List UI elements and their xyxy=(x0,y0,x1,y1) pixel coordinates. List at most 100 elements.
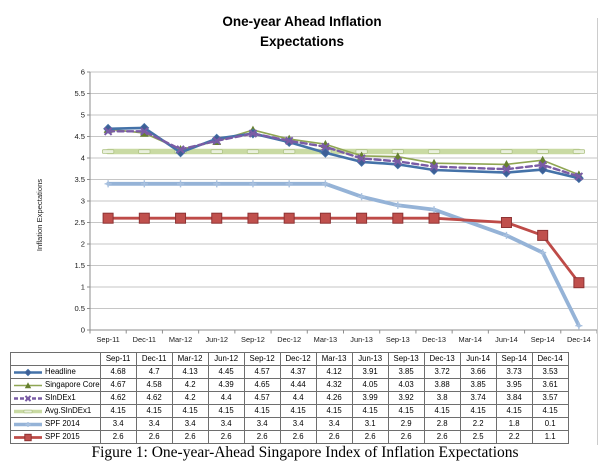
table-header-cell: Dec-12 xyxy=(279,352,317,366)
table-value-cell: 4.67 xyxy=(99,378,137,393)
table-value-cell: 2.6 xyxy=(135,430,173,445)
chart-data-table: Sep-11 Dec-11 Mar-12 Jun-12 Sep-12 Dec-12 Mar-… xyxy=(10,352,569,445)
table-value-cell: 2.6 xyxy=(99,430,137,445)
table-row: SInDEx1 4.62 4.62 4.2 4.4 4.57 4.4 4.26 3.99 3.92… xyxy=(10,391,569,406)
x-axis-tick-label: Sep-14 xyxy=(531,335,555,344)
table-value-cell: 0.1 xyxy=(531,417,569,432)
plus-marker-icon xyxy=(502,231,510,239)
x-marker-icon xyxy=(393,157,403,166)
table-value-cell: 4.03 xyxy=(387,378,425,393)
table-value-cell: 3.4 xyxy=(207,417,245,432)
square-marker-icon xyxy=(356,212,368,224)
table-value-cell: 2.6 xyxy=(423,430,461,445)
table-value-cell: 4.15 xyxy=(531,404,569,419)
table-value-cell: 3.73 xyxy=(495,364,533,380)
table-value-cell: 1.8 xyxy=(495,417,533,432)
table-row: SPF 2015 2.6 2.6 2.6 2.6 2.6 2.6 2.6 2.6 2.6 2.6 2.… xyxy=(10,430,569,445)
x-axis-tick-label: Jun-12 xyxy=(205,335,228,344)
x-marker-icon xyxy=(502,164,511,174)
x-axis-tick-label: Sep-11 xyxy=(96,335,119,344)
table-header-cell: Mar-12 xyxy=(171,352,209,366)
x-marker-icon xyxy=(140,127,149,136)
table-value-cell: 2.6 xyxy=(171,430,209,445)
table-value-cell: 4.58 xyxy=(135,378,173,393)
legend-cell: SPF 2014 xyxy=(10,417,101,432)
dash-marker-icon xyxy=(246,149,260,154)
table-value-cell: 3.61 xyxy=(531,378,569,393)
y-axis-tick-label: 0.5 xyxy=(74,304,85,313)
plus-marker-icon xyxy=(25,421,31,427)
table-row: Singapore Core 4.67 4.58 4.2 4.39 4.65 4.44 4.3… xyxy=(10,378,569,393)
table-value-cell: 4.2 xyxy=(171,391,209,406)
legend-series-label: Avg.SInDEx1 xyxy=(45,406,92,416)
square-marker-icon xyxy=(500,217,512,228)
legend-key-x-icon xyxy=(14,394,42,402)
legend-key-square-icon xyxy=(14,433,42,442)
y-axis-tick-label: 5 xyxy=(81,111,85,120)
table-value-cell: 4.4 xyxy=(207,391,245,406)
inflation-expectations-line-chart: 0 0.5 1 1.5 2 2.5 3 3.5 4 4.5 5 5.5 6 Sep-11 Dec-11 Mar… xyxy=(35,68,598,344)
x-marker-icon xyxy=(24,394,32,402)
table-header-cell: Jun-13 xyxy=(351,352,389,366)
table-header-cell: Sep-13 xyxy=(387,352,425,366)
x-marker-icon xyxy=(538,160,547,170)
table-value-cell: 4.44 xyxy=(279,378,317,393)
table-value-cell: 3.1 xyxy=(351,417,389,432)
x-marker-icon xyxy=(574,172,584,181)
table-value-cell: 2.2 xyxy=(495,430,533,445)
table-value-cell: 2.5 xyxy=(459,430,497,445)
x-marker-icon xyxy=(176,145,185,154)
table-value-cell: 2.6 xyxy=(387,430,425,445)
y-axis-tick-label: 2 xyxy=(81,240,85,249)
table-value-cell: 4.13 xyxy=(171,364,209,380)
chart-title-line-2: Expectations xyxy=(259,33,345,49)
y-axis-tick-label: 3.5 xyxy=(74,175,85,184)
plus-marker-icon xyxy=(213,180,221,188)
figure-right-border-line xyxy=(597,18,598,445)
dash-marker-icon xyxy=(23,409,33,413)
table-value-cell: 4.57 xyxy=(243,391,281,406)
table-row: Avg.SInDEx1 4.15 4.15 4.15 4.15 4.15 4.15 4.15 4… xyxy=(10,404,569,419)
table-value-cell: 2.2 xyxy=(459,417,497,432)
table-value-cell: 4.15 xyxy=(135,404,173,419)
table-value-cell: 4.57 xyxy=(243,364,281,380)
table-value-cell: 4.15 xyxy=(99,404,137,419)
table-value-cell: 4.15 xyxy=(387,404,425,419)
plus-marker-icon xyxy=(321,180,329,188)
table-header-cell: Jun-12 xyxy=(207,352,245,366)
y-axis-tick-label: 1.5 xyxy=(74,261,85,270)
table-value-cell: 2.6 xyxy=(243,430,281,445)
table-value-cell: 3.57 xyxy=(531,391,569,406)
series-line-spf-2014 xyxy=(106,181,581,328)
square-marker-icon xyxy=(138,212,150,224)
plus-marker-icon xyxy=(140,180,148,188)
x-axis-tick-label: Mar-12 xyxy=(169,335,192,344)
square-marker-icon xyxy=(392,212,404,224)
x-axis-tick-label: Sep-13 xyxy=(386,335,410,344)
plus-marker-icon xyxy=(249,180,257,188)
square-marker-icon xyxy=(24,433,32,442)
x-marker-icon xyxy=(357,154,366,163)
table-value-cell: 2.6 xyxy=(351,430,389,445)
x-axis-tick-label: Jun-13 xyxy=(350,335,373,344)
legend-key-triangle-icon xyxy=(14,381,42,388)
y-axis-tick-label: 5.5 xyxy=(74,89,85,98)
y-axis-title: Inflation Expectations xyxy=(35,179,44,251)
x-axis-tick-label: Dec-13 xyxy=(422,335,446,344)
table-value-cell: 3.66 xyxy=(459,364,497,380)
plus-marker-icon xyxy=(430,206,438,214)
table-value-cell: 4.15 xyxy=(279,404,317,419)
legend-column-header xyxy=(10,352,101,366)
y-axis-tick-label: 4 xyxy=(81,154,85,163)
chart-title-line-1: One-year Ahead Inflation xyxy=(222,14,382,29)
plus-marker-icon xyxy=(394,201,402,209)
table-value-cell: 1.1 xyxy=(531,430,569,445)
square-marker-icon xyxy=(319,212,331,224)
dash-marker-icon xyxy=(101,149,115,154)
table-value-cell: 4.15 xyxy=(315,404,353,419)
x-marker-icon xyxy=(429,162,439,171)
y-axis-tick-label: 1 xyxy=(81,283,85,292)
dash-marker-icon xyxy=(536,149,549,154)
x-marker-icon xyxy=(212,136,221,146)
table-header-cell: Dec-13 xyxy=(423,352,461,366)
